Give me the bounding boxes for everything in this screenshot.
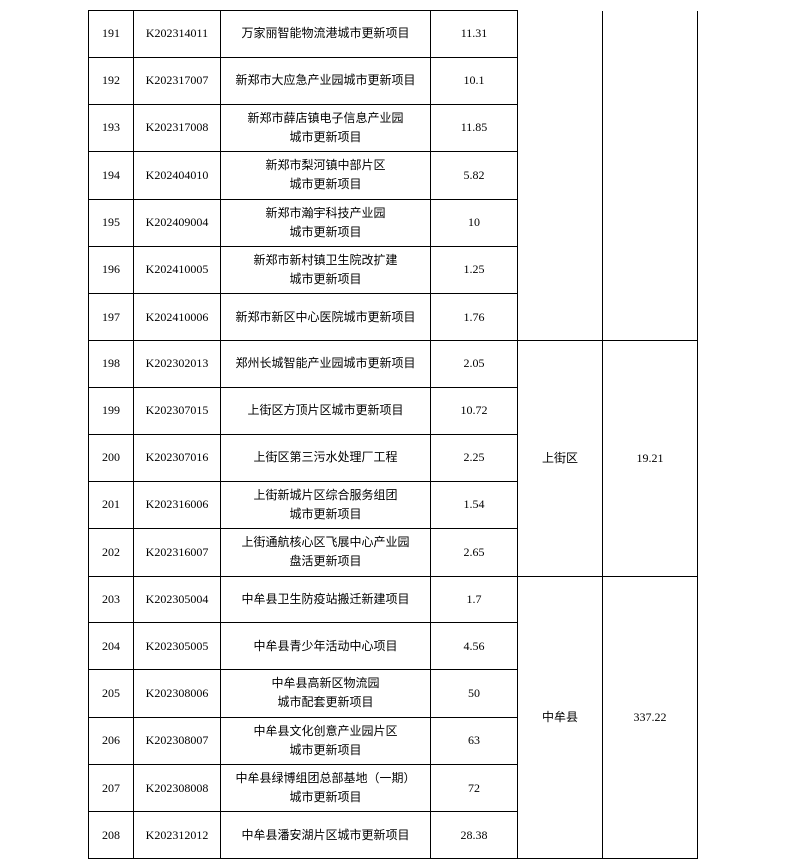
row-name: 郑州长城智能产业园城市更新项目 [221, 341, 431, 388]
row-name: 上街新城片区综合服务组团城市更新项目 [221, 481, 431, 528]
row-index: 199 [89, 388, 134, 435]
row-value: 10.72 [431, 388, 518, 435]
row-index: 192 [89, 57, 134, 104]
row-index: 193 [89, 104, 134, 151]
row-name: 中牟县青少年活动中心项目 [221, 623, 431, 670]
row-code: K202317007 [134, 57, 221, 104]
row-code: K202316007 [134, 529, 221, 576]
row-index: 206 [89, 717, 134, 764]
row-code: K202307015 [134, 388, 221, 435]
row-value: 5.82 [431, 152, 518, 199]
row-code: K202410006 [134, 294, 221, 341]
row-value: 63 [431, 717, 518, 764]
row-name: 中牟县潘安湖片区城市更新项目 [221, 812, 431, 859]
row-value: 1.7 [431, 576, 518, 623]
row-index: 208 [89, 812, 134, 859]
row-index: 191 [89, 11, 134, 58]
row-index: 207 [89, 765, 134, 812]
row-code: K202317008 [134, 104, 221, 151]
total-cell: 19.21 [603, 341, 698, 576]
total-cell [603, 11, 698, 341]
row-name: 中牟县绿博组团总部基地（一期）城市更新项目 [221, 765, 431, 812]
row-index: 204 [89, 623, 134, 670]
row-value: 50 [431, 670, 518, 717]
region-cell: 中牟县 [518, 576, 603, 859]
row-name: 中牟县卫生防疫站搬迁新建项目 [221, 576, 431, 623]
table-row: 198K202302013郑州长城智能产业园城市更新项目2.05上街区19.21 [89, 341, 698, 388]
row-value: 10.1 [431, 57, 518, 104]
row-index: 194 [89, 152, 134, 199]
row-name: 新郑市大应急产业园城市更新项目 [221, 57, 431, 104]
row-value: 4.56 [431, 623, 518, 670]
row-code: K202308007 [134, 717, 221, 764]
row-code: K202404010 [134, 152, 221, 199]
row-name: 新郑市梨河镇中部片区城市更新项目 [221, 152, 431, 199]
row-name: 中牟县高新区物流园城市配套更新项目 [221, 670, 431, 717]
row-code: K202312012 [134, 812, 221, 859]
row-value: 2.25 [431, 434, 518, 481]
region-cell: 上街区 [518, 341, 603, 576]
row-value: 2.65 [431, 529, 518, 576]
row-value: 1.76 [431, 294, 518, 341]
row-index: 201 [89, 481, 134, 528]
row-value: 28.38 [431, 812, 518, 859]
row-index: 195 [89, 199, 134, 246]
row-code: K202308006 [134, 670, 221, 717]
row-index: 203 [89, 576, 134, 623]
row-name: 万家丽智能物流港城市更新项目 [221, 11, 431, 58]
row-index: 197 [89, 294, 134, 341]
row-code: K202305005 [134, 623, 221, 670]
row-value: 10 [431, 199, 518, 246]
project-table: 191K202314011万家丽智能物流港城市更新项目11.31192K2023… [88, 10, 698, 859]
row-name: 上街区方顶片区城市更新项目 [221, 388, 431, 435]
row-code: K202316006 [134, 481, 221, 528]
row-index: 205 [89, 670, 134, 717]
row-code: K202314011 [134, 11, 221, 58]
row-code: K202308008 [134, 765, 221, 812]
row-code: K202302013 [134, 341, 221, 388]
row-value: 11.85 [431, 104, 518, 151]
row-value: 2.05 [431, 341, 518, 388]
row-value: 72 [431, 765, 518, 812]
row-name: 新郑市新区中心医院城市更新项目 [221, 294, 431, 341]
table-row: 203K202305004中牟县卫生防疫站搬迁新建项目1.7中牟县337.22 [89, 576, 698, 623]
row-code: K202410005 [134, 246, 221, 293]
row-index: 200 [89, 434, 134, 481]
row-name: 新郑市薛店镇电子信息产业园城市更新项目 [221, 104, 431, 151]
row-code: K202305004 [134, 576, 221, 623]
row-value: 11.31 [431, 11, 518, 58]
region-cell [518, 11, 603, 341]
row-value: 1.54 [431, 481, 518, 528]
row-name: 新郑市瀚宇科技产业园城市更新项目 [221, 199, 431, 246]
row-name: 上街通航核心区飞展中心产业园盘活更新项目 [221, 529, 431, 576]
row-code: K202409004 [134, 199, 221, 246]
row-index: 198 [89, 341, 134, 388]
row-name: 上街区第三污水处理厂工程 [221, 434, 431, 481]
table-row: 191K202314011万家丽智能物流港城市更新项目11.31 [89, 11, 698, 58]
row-code: K202307016 [134, 434, 221, 481]
total-cell: 337.22 [603, 576, 698, 859]
row-index: 202 [89, 529, 134, 576]
row-index: 196 [89, 246, 134, 293]
row-name: 新郑市新村镇卫生院改扩建城市更新项目 [221, 246, 431, 293]
row-value: 1.25 [431, 246, 518, 293]
row-name: 中牟县文化创意产业园片区城市更新项目 [221, 717, 431, 764]
